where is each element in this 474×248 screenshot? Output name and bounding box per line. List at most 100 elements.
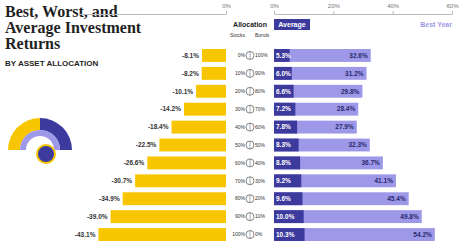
allocation-stocks: 60% [235, 160, 246, 166]
bar [274, 139, 299, 152]
gauge-icon [8, 118, 72, 163]
data-label: 7.2% [276, 105, 291, 112]
data-label: 31.2% [345, 70, 364, 77]
data-label: -43.1% [75, 231, 96, 238]
allocation-bonds: 70% [255, 106, 266, 112]
bar [274, 210, 422, 223]
data-label: 7.8% [276, 123, 291, 130]
data-label: 45.4% [387, 195, 406, 202]
tick-label: 0% [222, 3, 231, 9]
data-label: -30.7% [112, 177, 133, 184]
allocation-stocks: 80% [235, 195, 246, 201]
bar [147, 156, 226, 169]
allocation-icon [246, 231, 254, 239]
title: Best, Worst, andAverage InvestmentReturn… [5, 3, 142, 52]
tick-mark [452, 11, 453, 14]
allocation-icon-line [250, 87, 251, 95]
data-label: -39.0% [87, 213, 108, 220]
tick-mark [226, 11, 227, 14]
allocation-stocks: 40% [235, 124, 246, 130]
allocation-icon-line [250, 123, 251, 131]
tick-mark [333, 11, 334, 14]
data-label: -10.1% [172, 88, 193, 95]
tick-mark [393, 11, 394, 14]
data-label: -14.2% [160, 105, 181, 112]
bar [123, 192, 226, 205]
bar [274, 85, 362, 98]
bar [98, 228, 226, 241]
bar [274, 228, 435, 241]
x-axis: 0%20%40%60% [270, 3, 459, 15]
allocation-bonds: 0% [255, 231, 263, 237]
bar [202, 49, 226, 62]
allocation-bonds: 100% [255, 52, 268, 58]
bar [274, 228, 305, 241]
bar [202, 67, 226, 80]
axis-line [79, 14, 227, 15]
gauge-coin [37, 145, 55, 163]
legend-label: Best Year [420, 21, 452, 28]
allocation-stocks: 0% [238, 52, 246, 58]
title-line: Returns [5, 35, 60, 52]
allocation-icon-line [250, 69, 251, 77]
bar [274, 210, 304, 223]
bar [274, 49, 371, 62]
allocation-icon [246, 141, 254, 149]
tick: 60% [446, 3, 459, 14]
data-label: -26.6% [124, 159, 145, 166]
allocation-icon [246, 195, 254, 203]
data-label: 8.3% [276, 141, 291, 148]
data-label: 27.9% [335, 123, 354, 130]
allocation-bonds: 10% [255, 213, 266, 219]
allocation-icon-line [250, 141, 251, 149]
data-label: 5.3% [276, 52, 291, 59]
data-label: 32.6% [349, 52, 368, 59]
legend-label: Average [278, 21, 305, 29]
allocation-stocks: 90% [235, 213, 246, 219]
bar [184, 103, 226, 116]
bar [159, 139, 226, 152]
data-label: 41.1% [374, 177, 393, 184]
bar [111, 210, 226, 223]
allocation-icon-line [250, 159, 251, 167]
allocation-icon [246, 177, 254, 185]
data-label: 54.2% [413, 231, 432, 238]
allocation-header: Stocks [230, 32, 246, 38]
allocation-stocks: 20% [235, 88, 246, 94]
data-label: 49.8% [400, 213, 419, 220]
allocation-bonds: 40% [255, 160, 266, 166]
tick: 20% [328, 3, 341, 14]
legend-swatch [274, 19, 310, 30]
allocation-header: Bonds [255, 32, 270, 38]
allocation-bonds: 80% [255, 88, 266, 94]
data-label: 6.0% [276, 70, 291, 77]
labels-worst: -8.1%-8.2%-10.1%-14.2%-18.4%-22.5%-26.6%… [75, 52, 199, 238]
data-label: -8.2% [182, 70, 199, 77]
bar [274, 85, 294, 98]
allocation-icon-line [250, 231, 251, 239]
allocation-icon [246, 69, 254, 77]
data-label: 32.3% [348, 141, 367, 148]
bar [274, 174, 301, 187]
bar [274, 121, 357, 134]
allocation-bonds: 60% [255, 124, 266, 130]
title-line: Best, Worst, and [5, 3, 118, 20]
tick-label: 20% [328, 3, 341, 9]
data-label: 8.8% [276, 159, 291, 166]
legend: Average Best Year [274, 19, 452, 30]
labels-returns: 5.3%6.0%6.6%7.2%7.8%8.3%8.8%9.2%9.6%10.0… [276, 52, 432, 238]
chart: Best, Worst, andAverage InvestmentReturn… [0, 0, 474, 248]
data-label: -8.1% [182, 52, 199, 59]
allocation-bonds: 50% [255, 142, 266, 148]
bar [274, 174, 396, 187]
allocation-stocks: 70% [235, 178, 246, 184]
bar [274, 156, 300, 169]
data-label: -18.4% [148, 123, 169, 130]
data-label: 9.6% [276, 195, 291, 202]
x-axis: 0% [79, 3, 232, 15]
allocation-bonds: 30% [255, 178, 266, 184]
allocation-stocks: 50% [235, 142, 246, 148]
allocation-stocks: 10% [235, 70, 246, 76]
data-label: 9.2% [276, 177, 291, 184]
tick-mark [274, 11, 275, 14]
